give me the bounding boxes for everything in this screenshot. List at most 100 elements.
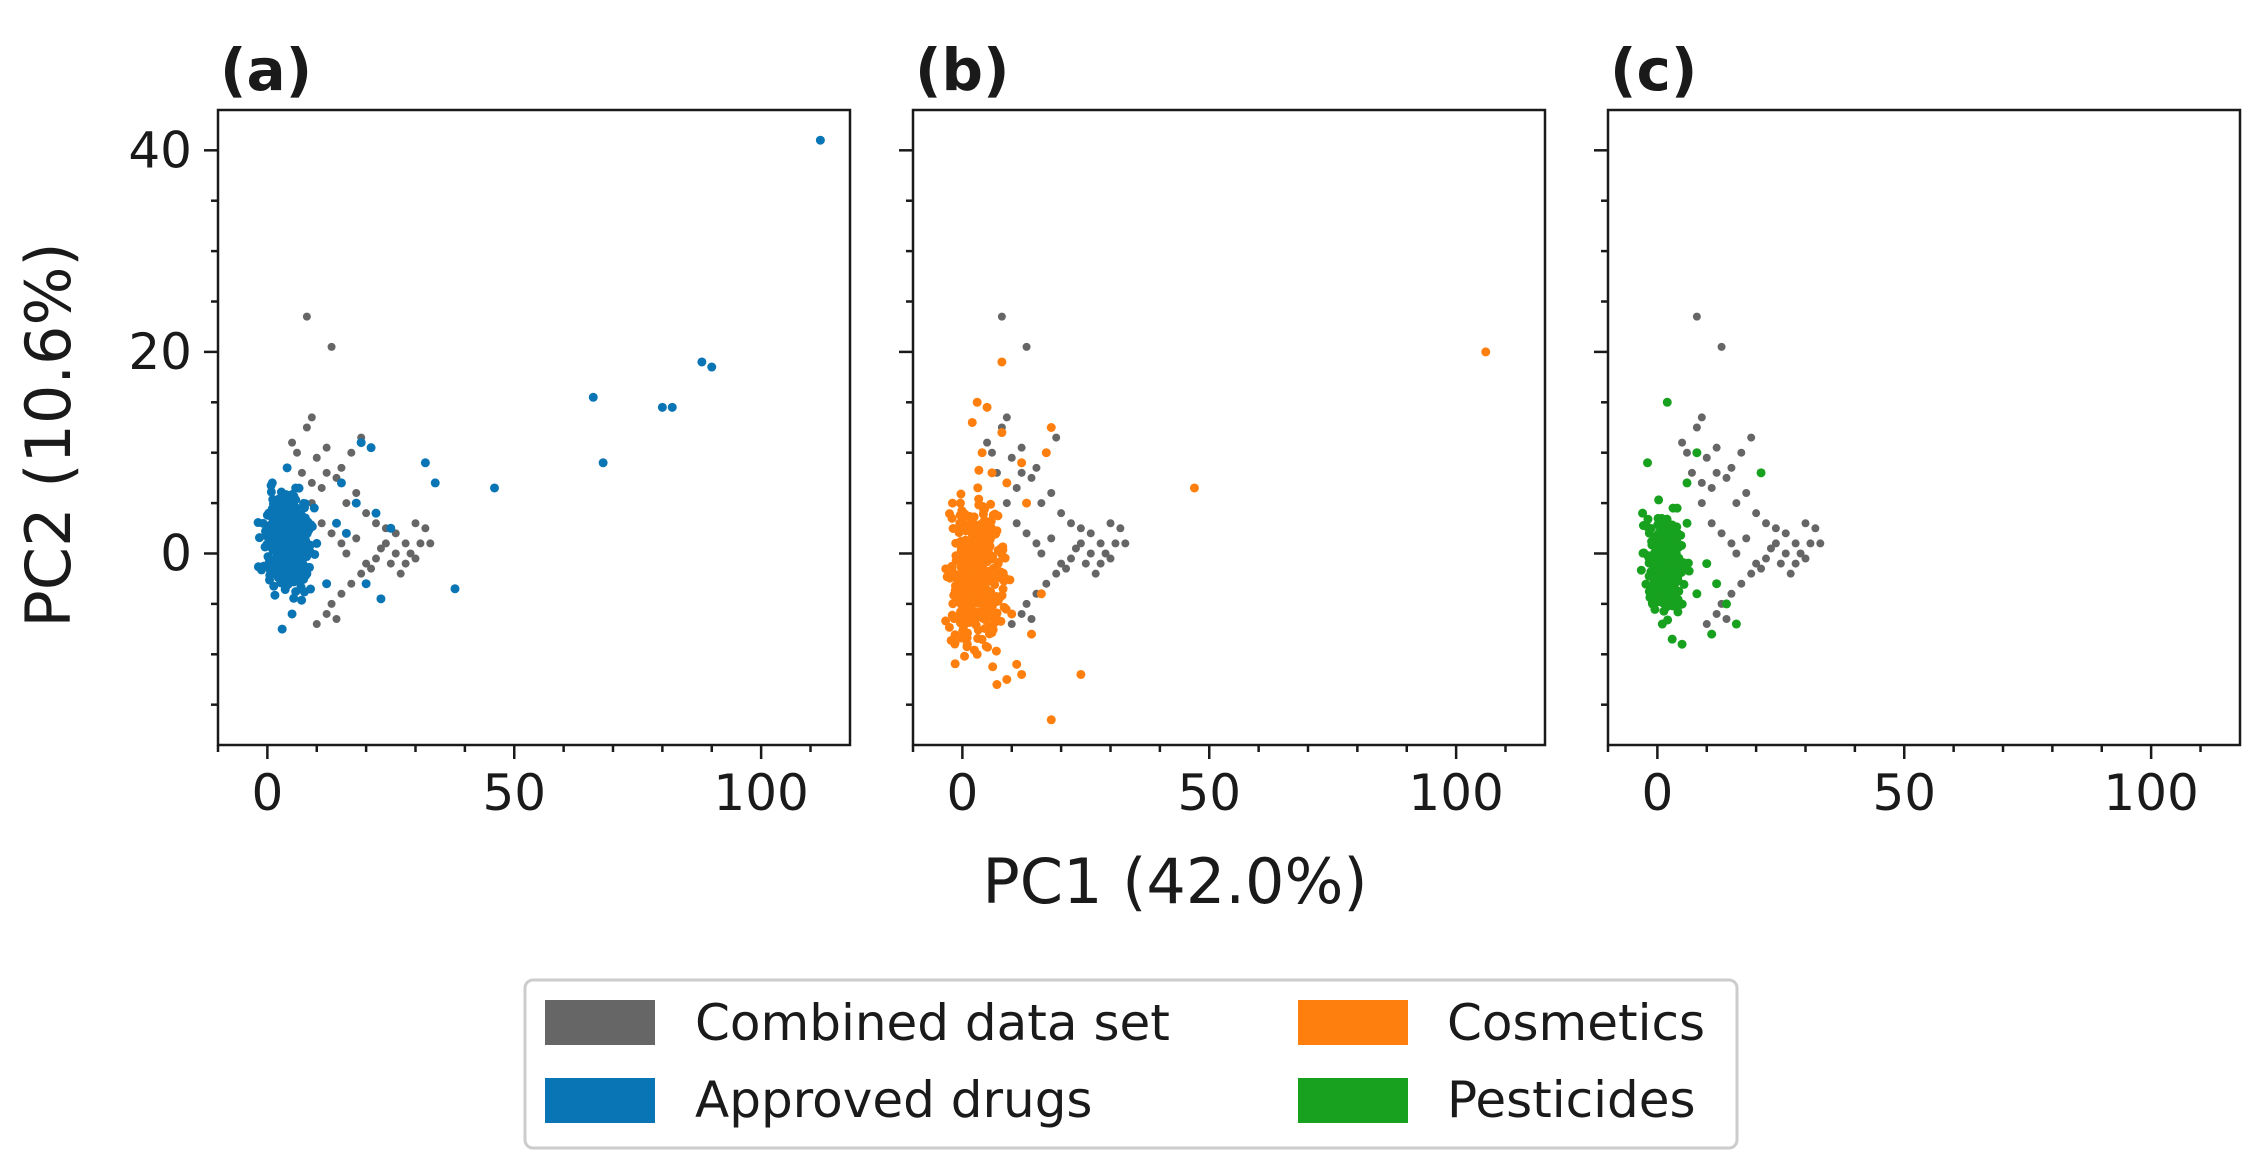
point-cosmetics	[985, 626, 995, 636]
point-approved	[287, 609, 297, 619]
point-cosmetics	[948, 599, 958, 609]
point-approved	[289, 593, 299, 603]
point-approved	[351, 498, 361, 508]
point-combined	[332, 615, 341, 624]
point-combined	[1096, 539, 1105, 548]
point-approved	[270, 590, 280, 600]
point-cosmetics	[1027, 629, 1036, 639]
point-pesticides	[1702, 559, 1712, 569]
point-cosmetics	[970, 575, 980, 585]
point-approved	[294, 531, 304, 541]
point-combined	[1012, 519, 1021, 528]
point-cosmetics	[998, 568, 1008, 578]
point-combined	[1121, 539, 1130, 548]
point-cosmetics	[956, 489, 966, 499]
point-cosmetics	[973, 625, 983, 635]
point-cosmetics	[1036, 589, 1046, 599]
point-combined	[1007, 453, 1016, 462]
point-cosmetics	[997, 357, 1007, 367]
point-combined	[1037, 549, 1046, 558]
point-combined	[1002, 413, 1011, 422]
point-approved	[332, 518, 341, 528]
point-combined	[1042, 579, 1051, 588]
point-combined	[1752, 509, 1761, 518]
point-cosmetics	[977, 448, 987, 458]
point-combined	[1732, 549, 1741, 558]
panel-label: (a)	[220, 36, 312, 104]
point-cosmetics	[944, 622, 954, 632]
point-cosmetics	[982, 402, 992, 412]
point-combined	[1687, 468, 1696, 477]
point-combined	[1707, 483, 1716, 492]
point-pesticides	[1643, 514, 1653, 524]
point-cosmetics	[972, 397, 982, 407]
point-cosmetics	[980, 526, 990, 536]
point-combined	[411, 519, 420, 528]
point-combined	[1692, 312, 1701, 321]
point-combined	[1697, 413, 1706, 422]
point-combined	[357, 569, 366, 578]
point-combined	[1047, 489, 1056, 498]
point-combined	[327, 599, 336, 608]
point-combined	[1791, 559, 1800, 568]
point-pesticides	[1659, 606, 1669, 616]
point-approved	[257, 565, 267, 575]
point-pesticides	[1646, 523, 1656, 533]
point-combined	[1816, 539, 1825, 548]
point-combined	[317, 519, 326, 528]
point-cosmetics	[981, 555, 991, 565]
point-combined	[362, 559, 371, 568]
point-cosmetics	[972, 649, 982, 659]
point-combined	[1722, 473, 1731, 482]
point-combined	[396, 569, 405, 578]
point-approved	[341, 528, 351, 538]
point-combined	[1007, 620, 1016, 629]
point-combined	[288, 438, 297, 447]
point-combined	[352, 489, 361, 498]
point-approved	[272, 498, 282, 508]
point-combined	[1727, 539, 1736, 548]
point-approved	[420, 458, 430, 468]
point-combined	[337, 463, 346, 472]
point-combined	[1111, 539, 1120, 548]
point-pesticides	[1662, 397, 1672, 407]
point-cosmetics	[952, 588, 962, 598]
point-approved	[266, 487, 276, 497]
point-cosmetics	[961, 596, 971, 606]
point-combined	[1781, 529, 1790, 538]
point-pesticides	[1657, 524, 1667, 534]
point-cosmetics	[948, 498, 957, 508]
point-combined	[1032, 539, 1041, 548]
point-combined	[367, 564, 376, 573]
point-combined	[391, 549, 400, 558]
legend-label-approved: Approved drugs	[695, 1071, 1093, 1129]
point-approved	[312, 538, 322, 548]
point-approved	[294, 483, 304, 493]
point-combined	[1076, 539, 1085, 548]
point-pesticides	[1641, 579, 1651, 589]
x-tick-label: 100	[713, 764, 808, 822]
panel-points	[941, 312, 1491, 725]
point-cosmetics	[983, 546, 993, 556]
point-approved	[283, 535, 293, 545]
x-tick-label: 50	[1177, 764, 1241, 822]
point-cosmetics	[947, 565, 957, 575]
point-combined	[293, 448, 301, 457]
point-pesticides	[1731, 619, 1741, 629]
point-combined	[347, 579, 356, 588]
point-combined	[1062, 564, 1071, 573]
point-pesticides	[1756, 468, 1766, 478]
panel-points	[1636, 312, 1825, 649]
point-cosmetics	[979, 517, 989, 527]
point-combined	[1096, 559, 1105, 568]
point-combined	[1786, 569, 1795, 578]
x-tick-label: 50	[1872, 764, 1936, 822]
point-combined	[1037, 499, 1046, 508]
y-axis-title: PC2 (10.6%)	[12, 242, 85, 627]
point-combined	[1712, 609, 1721, 618]
point-cosmetics	[969, 591, 979, 601]
point-combined	[302, 312, 311, 321]
legend-swatch-cosmetics	[1298, 1000, 1408, 1045]
point-combined	[1801, 554, 1810, 563]
point-approved	[309, 503, 319, 513]
